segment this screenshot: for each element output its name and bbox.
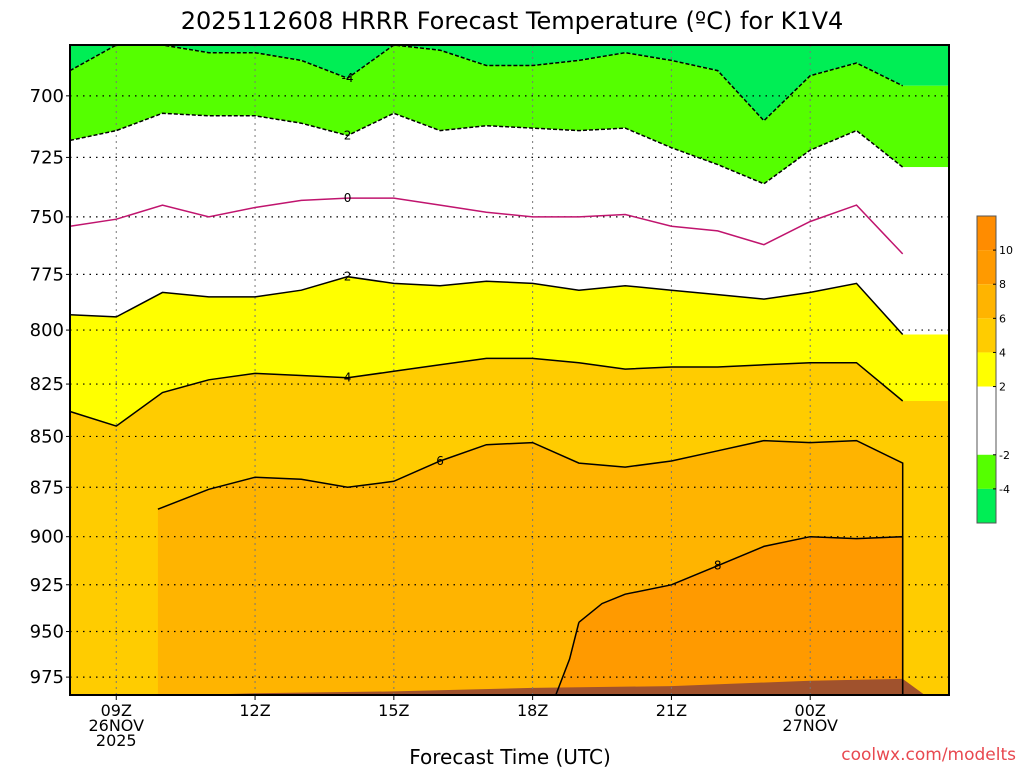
- y-tick-label: 900: [30, 527, 64, 548]
- contour-label: 2: [344, 128, 352, 142]
- contour-label: 0: [344, 191, 352, 205]
- contour-label: -4: [342, 71, 354, 85]
- x-tick-label: 2025: [96, 731, 137, 750]
- contour-line: [157, 439, 904, 696]
- y-tick-label: 875: [30, 477, 64, 498]
- fill-minus2-to-2: [70, 113, 949, 335]
- y-tick-label: 950: [30, 622, 64, 643]
- plot-area: [70, 45, 949, 695]
- grid-lines: [70, 45, 949, 695]
- x-tick-label: 09Z: [101, 701, 132, 720]
- y-tick-label: 700: [30, 86, 64, 107]
- x-tick-label: 26NOV: [88, 716, 144, 735]
- colorbar-band: [977, 352, 996, 387]
- y-tick-label: 800: [30, 320, 64, 341]
- ground-surface: [193, 678, 925, 695]
- fill-below-minus4: [70, 45, 949, 121]
- y-axis: 700 725 750 775 800 825 850 875 900 925 950 975: [30, 86, 70, 688]
- chart-title: 2025112608 HRRR Forecast Temperature (ºC…: [181, 7, 844, 35]
- x-tick-label: 00Z: [795, 701, 826, 720]
- fill-8-to-10: [555, 536, 903, 695]
- x-tick-label: 27NOV: [782, 716, 838, 735]
- contour-line: [69, 275, 904, 336]
- y-tick-label: 825: [30, 374, 64, 395]
- colorbar-tick-label: 6: [999, 312, 1006, 325]
- fill-2-to-4: [70, 276, 949, 427]
- y-tick-label: 925: [30, 575, 64, 596]
- contour-line: [69, 44, 904, 122]
- colorbar-band: [977, 488, 996, 523]
- contour-lines: 2 -4 0 2 4 6 8: [69, 44, 904, 696]
- fill-minus4-to-minus2: [70, 45, 949, 184]
- x-tick-label: 15Z: [378, 701, 409, 720]
- colorbar-tick-label: 2: [999, 381, 1006, 394]
- contour-label: 2: [344, 270, 352, 284]
- contour-line: [69, 197, 904, 255]
- y-tick-label: 775: [30, 264, 64, 285]
- y-tick-label: 850: [30, 426, 64, 447]
- plot-frame: [69, 44, 950, 696]
- colorbar-band: [977, 386, 996, 455]
- colorbar-band: [977, 284, 996, 319]
- colorbar-band: [977, 454, 996, 489]
- contour-label: 4: [344, 371, 352, 385]
- colorbar-band: [977, 318, 996, 353]
- colorbar-band: [977, 216, 996, 251]
- contour-label: 6: [436, 454, 444, 468]
- colorbar-legend: 10 8 6 4 2 -2 -4: [976, 215, 1013, 524]
- y-tick-label: 975: [30, 667, 64, 688]
- credit-link[interactable]: coolwx.com/modelts: [841, 745, 1016, 765]
- colorbar-band: [977, 250, 996, 285]
- x-axis-label: Forecast Time (UTC): [409, 745, 611, 768]
- x-tick-label: 21Z: [656, 701, 687, 720]
- colorbar-tick-label: 8: [999, 278, 1006, 291]
- colorbar-tick-label: 10: [999, 244, 1013, 257]
- y-tick-label: 750: [30, 207, 64, 228]
- x-tick-label: 18Z: [517, 701, 548, 720]
- y-tick-label: 725: [30, 147, 64, 168]
- colorbar-tick-label: -2: [999, 449, 1010, 462]
- contour-label: 8: [714, 559, 722, 573]
- temperature-fill: [70, 45, 949, 695]
- colorbar-frame: [976, 215, 997, 524]
- x-tick-label: 12Z: [239, 701, 270, 720]
- contour-line: [69, 357, 904, 427]
- colorbar-tick-label: 4: [999, 346, 1006, 359]
- colorbar-tick-label: -4: [999, 483, 1010, 496]
